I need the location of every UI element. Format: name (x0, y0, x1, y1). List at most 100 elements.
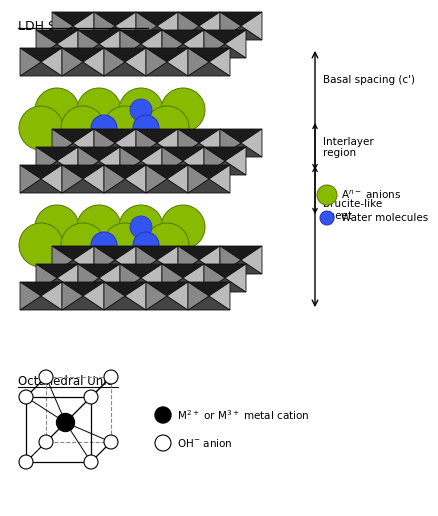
Polygon shape (240, 12, 261, 40)
Text: Basal spacing (c'): Basal spacing (c') (322, 75, 414, 85)
Polygon shape (162, 264, 204, 278)
Circle shape (39, 370, 53, 384)
Polygon shape (166, 165, 187, 193)
Circle shape (133, 115, 159, 141)
Text: OH$^{-}$ anion: OH$^{-}$ anion (177, 437, 232, 449)
Polygon shape (78, 44, 120, 58)
Polygon shape (225, 147, 245, 175)
Circle shape (19, 455, 33, 469)
Polygon shape (62, 179, 104, 193)
Polygon shape (187, 48, 208, 76)
Polygon shape (120, 30, 141, 58)
Polygon shape (57, 30, 78, 58)
Polygon shape (52, 246, 73, 274)
Polygon shape (240, 246, 261, 274)
Text: M$^{2+}$ or M$^{3+}$ metal cation: M$^{2+}$ or M$^{3+}$ metal cation (177, 408, 309, 422)
Polygon shape (141, 30, 162, 58)
Text: Interlayer
region: Interlayer region (322, 137, 373, 158)
Polygon shape (219, 12, 240, 40)
Polygon shape (141, 264, 162, 292)
Polygon shape (62, 282, 83, 310)
Polygon shape (125, 282, 146, 310)
Polygon shape (187, 165, 208, 193)
Polygon shape (62, 165, 83, 193)
Polygon shape (120, 264, 141, 292)
Polygon shape (146, 62, 187, 76)
Polygon shape (94, 143, 136, 157)
Polygon shape (52, 143, 94, 157)
Polygon shape (36, 264, 57, 292)
Polygon shape (204, 264, 245, 278)
Polygon shape (94, 129, 115, 157)
Polygon shape (20, 296, 62, 310)
Polygon shape (73, 129, 94, 157)
Circle shape (39, 435, 53, 449)
Polygon shape (187, 179, 230, 193)
Polygon shape (187, 62, 230, 76)
Polygon shape (52, 246, 94, 260)
Polygon shape (83, 165, 104, 193)
Polygon shape (94, 246, 136, 260)
Polygon shape (204, 264, 225, 292)
Text: Octahedral Unit: Octahedral Unit (18, 375, 111, 388)
Polygon shape (136, 246, 177, 260)
Polygon shape (115, 246, 136, 274)
Polygon shape (187, 165, 230, 179)
Polygon shape (146, 165, 187, 179)
Polygon shape (57, 147, 78, 175)
Circle shape (19, 106, 63, 150)
Polygon shape (219, 143, 261, 157)
Polygon shape (146, 296, 187, 310)
Polygon shape (78, 161, 120, 175)
Polygon shape (36, 44, 78, 58)
Polygon shape (78, 278, 120, 292)
Circle shape (61, 106, 105, 150)
Polygon shape (204, 147, 225, 175)
Circle shape (35, 88, 79, 132)
Polygon shape (20, 282, 41, 310)
Polygon shape (120, 30, 162, 44)
Polygon shape (120, 161, 162, 175)
Circle shape (84, 455, 98, 469)
Polygon shape (36, 161, 78, 175)
Circle shape (145, 106, 189, 150)
Polygon shape (219, 26, 261, 40)
Polygon shape (177, 246, 198, 274)
Polygon shape (62, 165, 104, 179)
Circle shape (77, 205, 121, 249)
Polygon shape (36, 278, 78, 292)
Polygon shape (104, 296, 146, 310)
Polygon shape (99, 264, 120, 292)
Polygon shape (204, 278, 245, 292)
Polygon shape (120, 147, 162, 161)
Polygon shape (162, 30, 183, 58)
Polygon shape (120, 44, 162, 58)
Polygon shape (36, 30, 78, 44)
Circle shape (61, 223, 105, 267)
Polygon shape (240, 129, 261, 157)
Polygon shape (78, 147, 120, 161)
Polygon shape (94, 12, 115, 40)
Polygon shape (183, 30, 204, 58)
Polygon shape (104, 179, 146, 193)
Polygon shape (208, 282, 230, 310)
Polygon shape (94, 129, 136, 143)
Circle shape (77, 88, 121, 132)
Polygon shape (162, 264, 183, 292)
Polygon shape (198, 246, 219, 274)
Polygon shape (36, 147, 57, 175)
Polygon shape (78, 264, 120, 278)
Polygon shape (219, 246, 261, 260)
Polygon shape (120, 264, 162, 278)
Polygon shape (162, 44, 204, 58)
Polygon shape (204, 30, 245, 44)
Polygon shape (115, 129, 136, 157)
Polygon shape (62, 62, 104, 76)
Polygon shape (198, 129, 219, 157)
Polygon shape (136, 12, 177, 26)
Polygon shape (204, 30, 225, 58)
Polygon shape (162, 30, 204, 44)
Polygon shape (20, 282, 62, 296)
Polygon shape (204, 44, 245, 58)
Circle shape (91, 115, 117, 141)
